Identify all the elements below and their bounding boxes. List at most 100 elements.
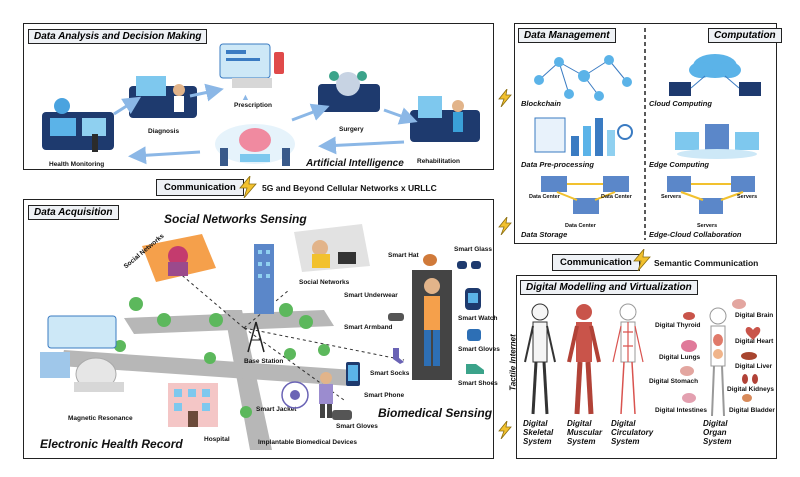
brain-label: Digital Brain — [735, 312, 774, 319]
smart-gloves-label-2: Smart Gloves — [336, 423, 378, 430]
data-center-label-3: Data Center — [565, 223, 596, 229]
lightning-bolt-icon-4 — [633, 249, 651, 271]
trees — [114, 297, 330, 418]
implantable-device-icon — [281, 381, 309, 409]
smart-underwear-label: Smart Underwear — [344, 292, 398, 299]
data-acquisition-panel: Data Acquisition Social Networks Sensing… — [23, 199, 500, 459]
skeletal-system-text: Digital Skeletal System — [523, 419, 554, 446]
bladder-label: Digital Bladder — [729, 407, 775, 414]
skeletal-system-label: Digital Skeletal System — [523, 419, 567, 446]
lightning-bolt-icon — [239, 176, 257, 198]
health-monitoring-label: Health Monitoring — [49, 161, 105, 168]
social-networks-illustration-1 — [142, 234, 216, 282]
digital-modelling-panel: Digital Modelling and Virtualization Dig… — [516, 275, 777, 459]
smart-phone-label: Smart Phone — [364, 392, 405, 399]
implantable-label: Implantable Biomedical Devices — [258, 439, 357, 446]
lightning-bolt-icon-3 — [498, 217, 512, 235]
cloud-computing-illustration — [669, 54, 761, 96]
base-station-icon — [247, 321, 265, 353]
servers-label-1: Servers — [661, 194, 682, 200]
organ-figure — [709, 307, 727, 417]
lungs-label: Digital Lungs — [659, 354, 701, 361]
lightning-bolt-icon-2 — [498, 89, 512, 107]
hospital-label: Hospital — [204, 436, 230, 443]
magnetic-resonance-label: Magnetic Resonance — [68, 415, 133, 422]
circulatory-system-text: Digital Circulatory System — [611, 419, 654, 446]
flow-arrows — [113, 83, 418, 165]
data-storage-label: Data Storage — [521, 230, 568, 239]
smart-watch-icon — [465, 288, 481, 310]
organ-system-label: Digital Organ System — [703, 419, 747, 446]
circulatory-figure — [612, 303, 644, 415]
smart-gloves-icon-2 — [332, 410, 352, 420]
ai-label: Artificial Intelligence — [306, 158, 404, 169]
health-monitoring-illustration — [42, 98, 114, 152]
smart-hat-label: Smart Hat — [388, 252, 419, 259]
dashed-divider — [644, 28, 646, 240]
data-center-label-1: Data Center — [529, 194, 560, 200]
preprocessing-label: Data Pre-processing — [521, 160, 594, 169]
rehabilitation-illustration — [410, 96, 480, 142]
intestines-label: Digital Intestines — [655, 407, 708, 414]
smart-hat-icon — [423, 254, 437, 266]
data-center-label-2: Data Center — [601, 194, 632, 200]
biomedical-sensing-label: Biomedical Sensing — [378, 406, 493, 420]
kidneys-label: Digital Kidneys — [727, 386, 774, 393]
communication-right-pill: Communication — [552, 254, 640, 271]
smart-gloves-icon — [467, 329, 481, 341]
muscular-system-label: Digital Muscular System — [567, 419, 611, 446]
rehabilitation-label: Rehabilitation — [417, 158, 460, 165]
surgery-label: Surgery — [339, 126, 364, 133]
base-station-label: Base Station — [244, 358, 284, 365]
communication-top-desc: 5G and Beyond Cellular Networks x URLLC — [262, 183, 437, 193]
edge-cloud-label: Edge-Cloud Collaboration — [649, 230, 742, 239]
smart-shoes-label: Smart Shoes — [458, 380, 498, 387]
prescription-label: Prescription — [234, 102, 272, 109]
diagnosis-label: Diagnosis — [148, 128, 180, 135]
ehr-label: Electronic Health Record — [40, 437, 183, 451]
stomach-label: Digital Stomach — [649, 378, 699, 385]
data-acquisition-title: Data Acquisition — [28, 205, 119, 220]
cloud-computing-label: Cloud Computing — [649, 99, 712, 108]
servers-label-3: Servers — [697, 223, 718, 229]
organ-icons — [680, 299, 761, 403]
muscular-system-text: Digital Muscular System — [567, 419, 603, 446]
social-networks-illustration-2 — [294, 224, 370, 272]
servers-illustration — [667, 176, 755, 214]
ai-brain-illustration — [215, 124, 295, 166]
diagnosis-illustration — [129, 76, 197, 118]
heart-label: Digital Heart — [735, 338, 774, 345]
liver-label: Digital Liver — [735, 363, 773, 370]
management-computation-panel: Data Management Computation Blockchain D… — [514, 23, 782, 244]
data-analysis-title: Data Analysis and Decision Making — [28, 29, 208, 44]
edge-computing-label: Edge Computing — [649, 160, 709, 169]
hospital-illustration — [168, 383, 218, 427]
thyroid-label: Digital Thyroid — [655, 322, 701, 329]
up-arrow-icon: ▲ — [241, 92, 250, 102]
preprocessing-illustration — [534, 117, 633, 156]
smart-jacket-label: Smart Jacket — [256, 406, 297, 413]
social-networks-label-2: Social Networks — [299, 279, 350, 286]
muscle-figure — [567, 304, 601, 415]
smart-socks-label: Smart Socks — [370, 370, 410, 377]
smart-phone-icon — [346, 362, 360, 386]
smart-socks-icon — [393, 348, 404, 364]
smart-shoes-icon — [466, 364, 484, 374]
smart-glass-icon — [457, 261, 481, 269]
data-management-title: Data Management — [518, 28, 616, 43]
blockchain-label: Blockchain — [521, 99, 562, 108]
prescription-illustration — [219, 43, 284, 88]
biomedical-person-illustration — [319, 372, 333, 418]
smart-gloves-label-1: Smart Gloves — [458, 346, 500, 353]
smart-watch-label: Smart Watch — [458, 315, 498, 322]
magnetic-resonance-illustration — [40, 315, 124, 392]
communication-right-desc: Semantic Communication — [654, 258, 759, 268]
edge-computing-illustration — [675, 124, 759, 159]
blockchain-illustration — [534, 55, 632, 101]
smart-armband-icon — [388, 313, 404, 321]
servers-label-2: Servers — [737, 194, 758, 200]
data-analysis-panel: Data Analysis and Decision Making Health… — [23, 23, 494, 170]
communication-top-pill: Communication — [156, 179, 244, 196]
smart-armband-label: Smart Armband — [344, 324, 393, 331]
wearable-person-illustration — [412, 270, 452, 380]
